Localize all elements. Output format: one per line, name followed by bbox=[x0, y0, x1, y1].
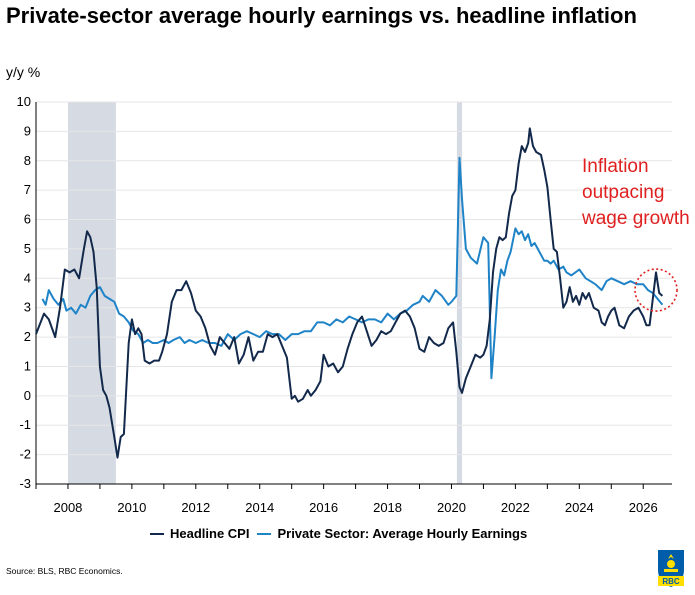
x-tick-label-2014: 2014 bbox=[245, 500, 274, 515]
source-note: Source: BLS, RBC Economics. bbox=[6, 566, 123, 576]
y-tick-label-8: 8 bbox=[24, 153, 31, 168]
rbc-logo: RBC bbox=[658, 550, 684, 587]
series-line-headline-cpi bbox=[35, 127, 664, 459]
x-tick-label-2008: 2008 bbox=[53, 500, 82, 515]
x-tick-label-2026: 2026 bbox=[629, 500, 658, 515]
y-tick-label-5: 5 bbox=[24, 241, 31, 256]
legend-swatch-cpi bbox=[150, 532, 164, 535]
chart-title: Private-sector average hourly earnings v… bbox=[6, 3, 637, 28]
y-tick-label-1: 1 bbox=[24, 358, 31, 373]
y-tick-label--2: -2 bbox=[19, 447, 31, 462]
legend-label-wages: Private Sector: Average Hourly Earnings bbox=[277, 526, 528, 541]
inflation-annotation: Inflation outpacing wage growth bbox=[582, 156, 690, 229]
y-axis-unit-label: y/y % bbox=[6, 64, 41, 80]
recession-shading-2 bbox=[456, 102, 463, 484]
y-tick-label-7: 7 bbox=[24, 182, 31, 197]
rbc-logo-text: RBC bbox=[662, 577, 680, 586]
y-tick-label--1: -1 bbox=[19, 417, 31, 432]
x-tick-label-2010: 2010 bbox=[117, 500, 146, 515]
chart-legend: Headline CPI Private Sector: Average Hou… bbox=[150, 526, 527, 541]
x-tick-label-2020: 2020 bbox=[437, 500, 466, 515]
x-tick-label-2024: 2024 bbox=[565, 500, 594, 515]
annotation-circle bbox=[634, 268, 678, 312]
y-tick-label-3: 3 bbox=[24, 300, 31, 315]
y-tick-label-10: 10 bbox=[17, 94, 31, 109]
chart-plot: -3 -2 -1 0 1 2 3 4 5 6 7 8 9 10 2008 2010 2012 2014 2016 20… bbox=[17, 94, 678, 515]
legend-item-wages: Private Sector: Average Hourly Earnings bbox=[257, 526, 527, 541]
legend-label-cpi: Headline CPI bbox=[170, 526, 250, 541]
legend-item-cpi: Headline CPI bbox=[150, 526, 249, 541]
series-line-average-hourly-earnings bbox=[41, 156, 664, 380]
y-tick-label-0: 0 bbox=[24, 388, 31, 403]
x-tick-label-2016: 2016 bbox=[309, 500, 338, 515]
y-tick-label-2: 2 bbox=[24, 329, 31, 344]
x-tick-label-2018: 2018 bbox=[373, 500, 402, 515]
x-tick-label-2022: 2022 bbox=[501, 500, 530, 515]
x-tick-label-2012: 2012 bbox=[181, 500, 210, 515]
y-tick-label-6: 6 bbox=[24, 212, 31, 227]
y-tick-label-4: 4 bbox=[24, 270, 31, 285]
y-tick-label-9: 9 bbox=[24, 123, 31, 138]
y-tick-label--3: -3 bbox=[19, 476, 31, 491]
legend-swatch-wages bbox=[257, 532, 272, 535]
